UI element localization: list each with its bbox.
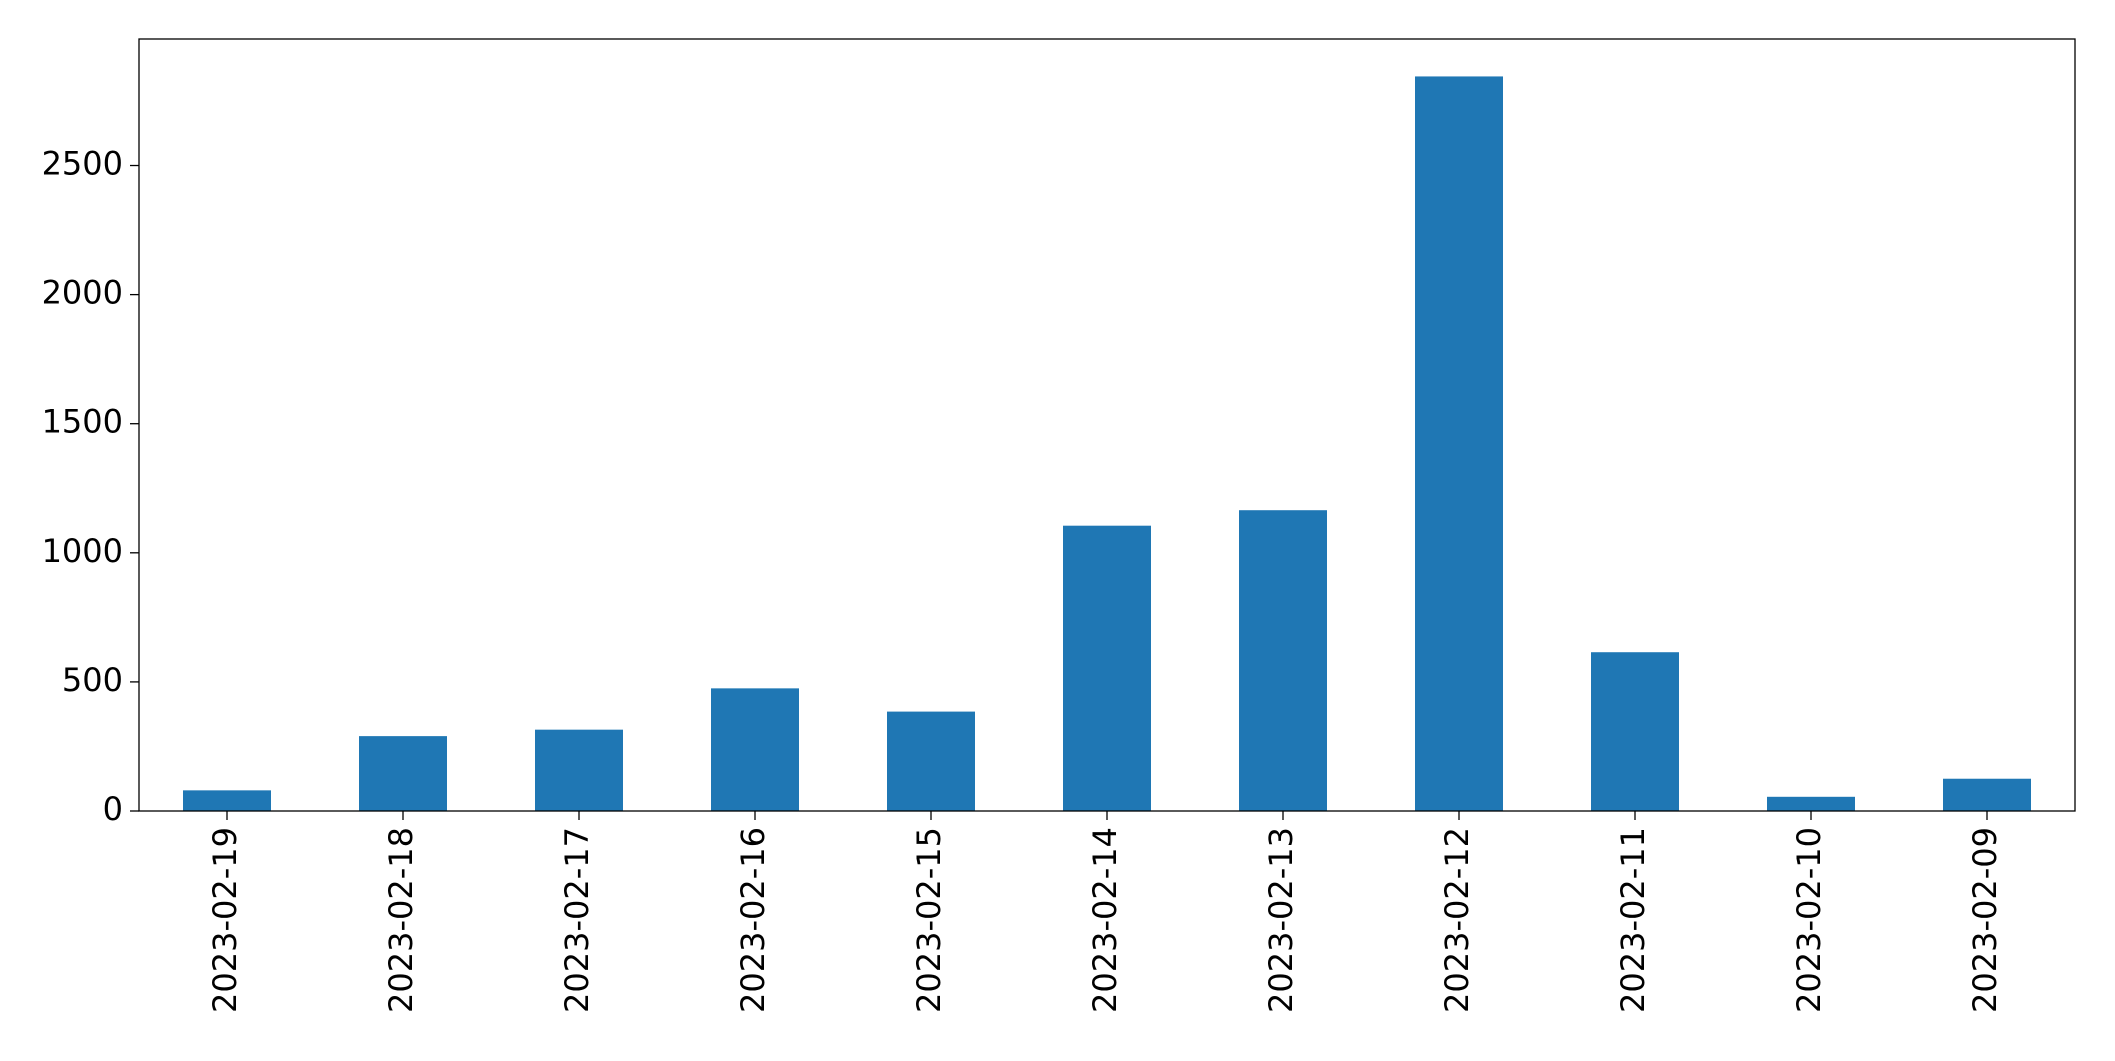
x-tick-label: 2023-02-15 — [910, 827, 948, 1013]
bar — [1063, 525, 1151, 811]
y-tick-label: 500 — [62, 661, 123, 699]
y-tick-label: 1500 — [42, 403, 123, 441]
bar — [535, 729, 623, 811]
bar — [1591, 652, 1679, 811]
x-tick-label: 2023-02-14 — [1086, 827, 1124, 1013]
y-tick-label: 2500 — [42, 145, 123, 183]
bar — [1415, 76, 1503, 812]
bar — [183, 790, 271, 811]
x-tick-label: 2023-02-18 — [382, 827, 420, 1013]
bar — [359, 736, 447, 811]
bar — [711, 688, 799, 811]
y-tick-label: 0 — [103, 790, 123, 828]
plot-frame — [138, 38, 2076, 812]
bar — [1943, 778, 2031, 811]
x-tick-label: 2023-02-16 — [734, 827, 772, 1013]
bar — [1767, 796, 1855, 811]
x-tick-label: 2023-02-13 — [1262, 827, 1300, 1013]
y-tick-label: 1000 — [42, 532, 123, 570]
x-tick-label: 2023-02-09 — [1966, 827, 2004, 1013]
y-tick-label: 2000 — [42, 274, 123, 312]
bar — [887, 711, 975, 811]
bar — [1239, 510, 1327, 811]
x-tick-label: 2023-02-10 — [1790, 827, 1828, 1013]
x-tick-label: 2023-02-12 — [1438, 827, 1476, 1013]
x-tick-label: 2023-02-11 — [1614, 827, 1652, 1013]
x-tick-label: 2023-02-17 — [558, 827, 596, 1013]
x-tick-label: 2023-02-19 — [206, 827, 244, 1013]
